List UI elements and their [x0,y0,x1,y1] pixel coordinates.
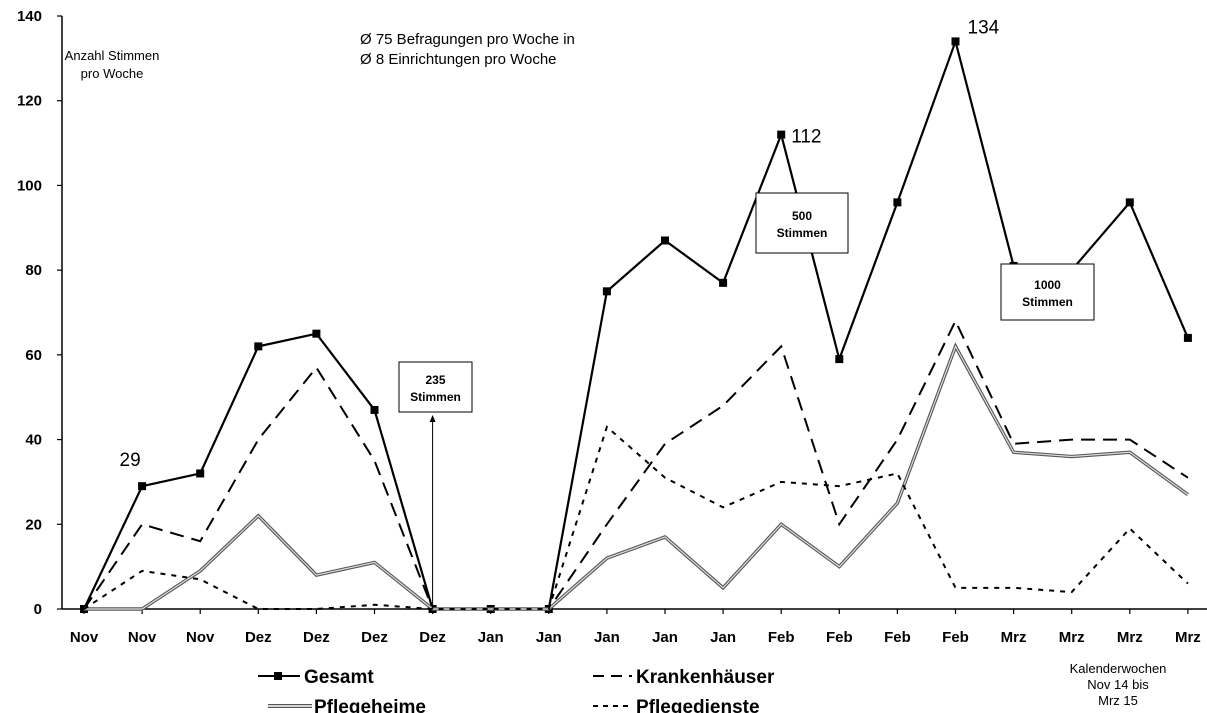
x-tick-label: Dez [419,629,446,646]
data-point-gesamt [312,329,321,338]
data-point-gesamt [1183,333,1192,342]
x-tick-label: Dez [245,629,272,646]
x-tick-label: Jan [710,629,736,646]
peak-annotations: 29 112 134 [120,17,1000,471]
note-line1: Ø 75 Befragungen pro Woche in [360,31,575,48]
x-tick-label: Nov [70,629,99,646]
x-tick-label: Mrz [1059,629,1085,646]
milestone-label: 235 [425,373,445,387]
annotation-label: 112 [791,127,821,148]
y-axis-label-line2: pro Woche [81,66,144,81]
legend-item-pflegeheime: Pflegeheime [268,697,426,713]
y-tick-label: 60 [25,347,42,364]
x-axis-label-line3: Mrz 15 [1098,693,1138,708]
x-tick-label: Mrz [1117,629,1143,646]
milestone-box: 235 Stimmen [398,361,473,609]
x-tick-label: Feb [884,629,911,646]
data-point-gesamt [254,342,263,351]
legend-item-krankenhaeuser: Krankenhäuser [593,667,775,688]
milestone-boxes: 235 Stimmen 500 Stimmen 1000 Stimmen [398,192,1095,609]
x-tick-label: Mrz [1175,629,1201,646]
y-tick-labels: 0 20 40 60 80 100 120 140 [17,8,42,618]
x-axis-label-line1: Kalenderwochen [1070,661,1167,676]
data-point-gesamt [951,37,960,46]
x-axis-label-line2: Nov 14 bis [1087,677,1149,692]
y-tick-label: 20 [25,516,42,533]
milestone-label: Stimmen [777,226,828,240]
series-line-gesamt [83,37,1189,611]
series-pflegeheime [84,342,1189,611]
milestone-label: 500 [792,209,812,223]
legend-label-pflegeheime: Pflegeheime [314,697,426,713]
series-krankenhaeuser [83,318,1189,610]
legend-item-gesamt: Gesamt [258,667,374,688]
x-tick-label: Jan [536,629,562,646]
x-tick-label: Nov [186,629,215,646]
milestone-label: Stimmen [410,390,461,404]
legend-label-gesamt: Gesamt [304,667,374,688]
y-axis-label-line1: Anzahl Stimmen [65,48,160,63]
y-tick-label: 120 [17,93,42,110]
x-tick-labels: Nov Nov Nov Dez Dez Dez Dez Jan Jan Jan Jan Jan Feb F… [70,629,1201,646]
milestone-box: 1000 Stimmen [1000,263,1095,321]
data-point-gesamt [719,278,728,287]
x-tick-label: Jan [652,629,678,646]
series-line-krankenhaeuser [83,318,1189,610]
x-tick-label: Dez [361,629,388,646]
x-tick-label: Jan [478,629,504,646]
legend: Gesamt Krankenhäuser Pflegeheime Pfleged… [258,667,775,713]
annotation-label: 29 [120,450,141,471]
y-tick-label: 80 [25,262,42,279]
data-point-gesamt [196,469,205,478]
annotation-label: 134 [968,17,1000,38]
y-tick-label: 100 [17,177,42,194]
legend-label-krankenhaeuser: Krankenhäuser [636,667,775,688]
data-point-gesamt [1125,198,1134,207]
milestone-frame [398,361,473,413]
data-point-gesamt [835,355,844,364]
data-point-gesamt [138,482,147,491]
series-line-pflegeheime [84,342,1189,611]
x-tick-label: Feb [826,629,853,646]
y-tick-label: 0 [34,601,42,618]
series-lines [80,37,1192,613]
milestone-label: 1000 [1034,278,1061,292]
series-line-inner-pflegeheime [84,344,1189,610]
milestone-label: Stimmen [1022,295,1073,309]
legend-item-pflegedienste: Pflegedienste [593,697,760,713]
data-point-gesamt [661,236,669,245]
data-point-gesamt [370,405,379,414]
milestone-frame [1000,263,1095,321]
milestone-box: 500 Stimmen [755,192,849,254]
x-tick-label: Mrz [1001,629,1027,646]
milestone-frame [755,192,849,254]
data-point-gesamt [893,198,902,207]
note-line2: Ø 8 Einrichtungen pro Woche [360,51,557,68]
y-tick-label: 40 [25,432,42,449]
x-tick-label: Feb [942,629,969,646]
legend-label-pflegedienste: Pflegedienste [636,697,760,713]
y-tick-label: 140 [17,8,42,25]
data-point-gesamt [777,130,786,139]
x-tick-label: Dez [303,629,330,646]
arrow-head-icon [429,415,436,422]
x-tick-label: Nov [128,629,157,646]
x-tick-label: Feb [768,629,795,646]
x-tick-label: Jan [594,629,620,646]
data-point-gesamt [602,287,611,296]
